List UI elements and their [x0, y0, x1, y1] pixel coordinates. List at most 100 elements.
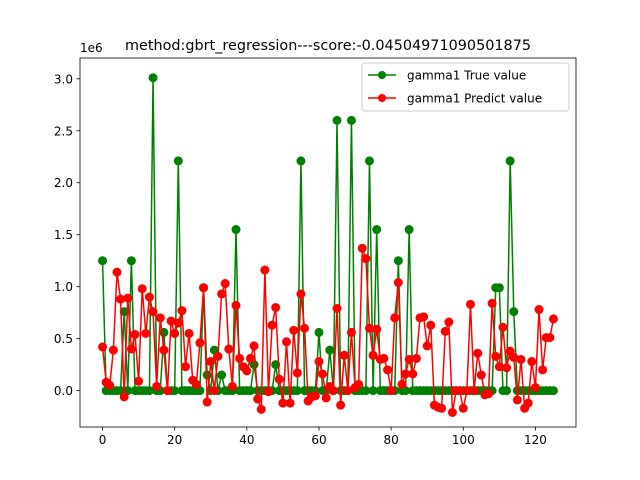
data-point-s1-69: [346, 327, 356, 337]
data-point-s1-48: [271, 302, 281, 312]
data-point-s0-63: [325, 345, 335, 355]
y-tick-label-0: 0.0: [54, 384, 73, 398]
data-point-s1-27: [195, 338, 205, 348]
data-point-s1-51: [282, 337, 292, 347]
data-point-s1-91: [426, 320, 436, 330]
data-point-s1-11: [137, 284, 147, 294]
data-point-s1-2: [105, 380, 115, 390]
data-point-s1-34: [220, 279, 230, 289]
legend-marker-0: [378, 71, 386, 79]
data-point-s1-109: [491, 351, 501, 361]
data-point-s1-45: [260, 265, 270, 275]
data-point-s1-12: [141, 328, 151, 338]
data-point-s1-14: [148, 307, 158, 317]
data-point-s1-121: [534, 305, 544, 315]
data-point-s1-22: [177, 306, 187, 316]
data-point-s0-110: [494, 283, 504, 293]
data-point-s1-42: [249, 341, 259, 351]
y-tick-label-2: 1.0: [54, 280, 73, 294]
data-point-s1-110: [494, 362, 504, 372]
axes: 0 20 40 60 80 100 120 0.0 0.5 1.0 1.5 2.0 2.5 3.0: [54, 57, 577, 447]
data-point-s1-52: [285, 398, 295, 408]
x-tick-label-80: 80: [383, 433, 398, 447]
data-point-s1-8: [126, 344, 136, 354]
y-tick-label-4: 2.0: [54, 176, 73, 190]
data-point-s1-16: [155, 313, 165, 323]
data-point-s1-7: [123, 293, 133, 303]
data-point-s1-31: [209, 386, 219, 396]
data-point-s1-56: [300, 323, 310, 333]
data-point-s1-13: [144, 292, 154, 302]
data-point-s1-59: [310, 391, 320, 401]
data-point-s1-49: [274, 374, 284, 384]
data-point-s0-14: [148, 73, 158, 83]
y-offset-label: 1e6: [80, 41, 103, 55]
data-point-s1-61: [318, 369, 328, 379]
data-point-s1-73: [361, 254, 371, 264]
data-point-s1-116: [516, 354, 526, 364]
data-point-s1-66: [336, 400, 346, 410]
data-point-s1-67: [339, 350, 349, 360]
data-point-s1-43: [253, 394, 263, 404]
data-point-s1-62: [321, 393, 331, 403]
data-point-s1-86: [408, 369, 418, 379]
data-point-s0-48: [271, 360, 281, 370]
data-point-s1-102: [465, 299, 475, 309]
y-tick-label-5: 2.5: [54, 124, 73, 138]
data-point-s1-35: [224, 344, 234, 354]
data-point-s1-120: [530, 383, 540, 392]
data-point-s1-111: [498, 322, 508, 332]
data-point-s1-76: [372, 324, 382, 334]
data-point-s1-78: [379, 353, 389, 363]
data-point-s1-122: [538, 365, 548, 375]
legend-marker-1: [378, 94, 386, 102]
data-point-s1-36: [227, 381, 237, 391]
data-point-s0-65: [332, 115, 342, 125]
x-tick-label-40: 40: [239, 433, 254, 447]
data-point-s1-119: [527, 357, 537, 367]
y-tick-label-3: 1.5: [54, 228, 73, 242]
data-point-s1-79: [383, 365, 393, 375]
y-tick-label-1: 0.5: [54, 332, 73, 346]
data-point-s1-37: [231, 300, 241, 310]
y-tick-label-6: 3.0: [54, 72, 73, 86]
data-point-s0-112: [502, 386, 512, 396]
data-point-s1-89: [419, 312, 429, 322]
data-point-s1-97: [447, 407, 457, 417]
x-tick-label-0: 0: [99, 433, 107, 447]
legend-label-1: gamma1 Predict value: [407, 92, 542, 106]
data-point-s1-81: [390, 313, 400, 323]
data-point-s1-21: [173, 318, 183, 328]
data-point-s1-96: [444, 317, 454, 327]
data-point-s1-112: [502, 363, 512, 373]
data-point-s1-54: [292, 368, 302, 378]
data-point-s1-64: [328, 386, 338, 396]
x-tick-label-100: 100: [452, 433, 475, 447]
data-point-s1-28: [199, 283, 209, 293]
legend-box: [361, 62, 570, 112]
plot-area: [98, 73, 558, 417]
data-point-s1-47: [267, 320, 277, 330]
data-point-s1-65: [332, 304, 342, 313]
data-point-s1-87: [411, 353, 421, 363]
data-point-s1-4: [112, 267, 122, 277]
data-point-s1-6: [119, 392, 129, 402]
data-point-s1-104: [473, 348, 483, 358]
data-point-s0-113: [505, 156, 515, 166]
data-point-s1-124: [545, 333, 555, 343]
data-point-s1-107: [484, 389, 494, 399]
data-point-s1-5: [116, 294, 126, 304]
data-point-s0-125: [548, 386, 558, 396]
data-point-s1-10: [134, 376, 144, 386]
data-point-s0-85: [404, 225, 414, 235]
data-point-s1-115: [512, 395, 522, 405]
data-point-s1-26: [191, 379, 201, 389]
data-point-s1-60: [314, 357, 324, 367]
data-point-s1-32: [213, 351, 223, 361]
data-point-s1-94: [437, 403, 447, 413]
x-tick-label-60: 60: [311, 433, 326, 447]
data-point-s0-55: [296, 156, 306, 166]
data-point-s1-3: [108, 345, 118, 355]
data-point-s0-21: [173, 156, 183, 166]
